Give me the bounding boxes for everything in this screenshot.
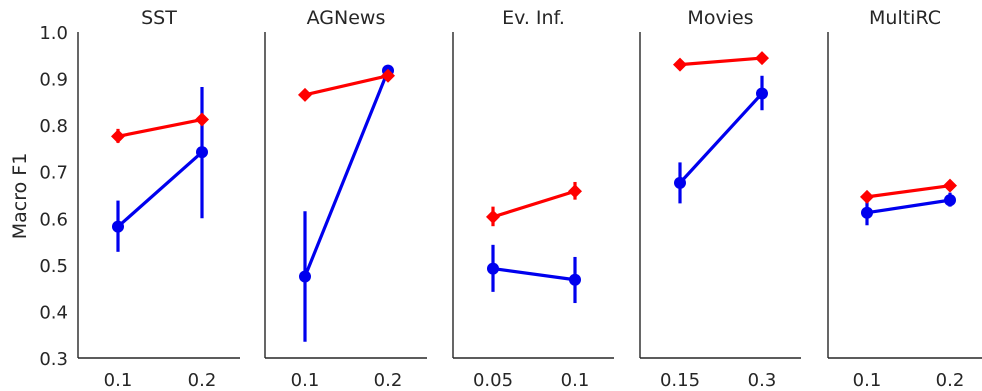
data-point: [196, 146, 208, 159]
y-tick-label: 0.4: [39, 302, 68, 323]
series: [112, 86, 208, 252]
x-tick-label: 0.3: [748, 370, 777, 391]
data-point: [111, 129, 125, 144]
data-point: [860, 189, 874, 204]
y-tick-label: 0.8: [39, 116, 68, 137]
x-tick-label: 0.1: [291, 370, 320, 391]
series-line: [304, 74, 389, 97]
data-point: [298, 87, 312, 102]
panel-title: AGNews: [307, 7, 386, 29]
series-line: [303, 70, 390, 278]
chart-panel: Ev. Inf. 0.05 0.1: [452, 7, 614, 391]
data-point: [569, 273, 581, 286]
series-line: [678, 92, 764, 184]
data-point: [487, 262, 499, 275]
series-line: [679, 56, 763, 67]
series: [111, 112, 209, 144]
series: [674, 75, 768, 204]
data-point: [112, 220, 124, 233]
series-line: [866, 198, 951, 215]
series: [673, 51, 769, 72]
chart-panel: MultiRC 0.1 0.2: [827, 7, 982, 391]
x-tick-label: 0.15: [660, 370, 700, 391]
series: [298, 68, 395, 102]
series: [861, 192, 956, 226]
series: [299, 64, 394, 342]
data-point: [486, 209, 500, 224]
data-point: [861, 206, 873, 219]
data-point: [944, 194, 956, 207]
chart-panel: Movies 0.15 0.3: [639, 7, 801, 391]
series: [486, 181, 582, 227]
data-point: [674, 176, 686, 189]
data-point: [943, 178, 957, 193]
x-tick-label: 0.2: [374, 370, 403, 391]
y-tick-label: 0.6: [39, 209, 68, 230]
series-line: [492, 189, 576, 219]
data-point: [195, 112, 209, 127]
chart-panel: AGNews 0.1 0.2: [264, 7, 427, 391]
x-tick-label: 0.1: [853, 370, 882, 391]
data-point: [299, 270, 311, 283]
x-tick-label: 0.2: [188, 370, 217, 391]
panel-title: Ev. Inf.: [502, 7, 565, 29]
panel-title: SST: [141, 7, 177, 29]
series-line: [866, 184, 951, 199]
data-point: [673, 57, 687, 72]
x-tick-label: 0.1: [104, 370, 133, 391]
panel-title: MultiRC: [869, 7, 941, 29]
series: [860, 178, 957, 204]
y-tick-label: 0.9: [39, 70, 68, 91]
data-point: [568, 184, 582, 199]
chart-panel: SST 0.3 0.4 0.5 0.6 0.7 0.8 0.9 1.0 0.1 0.2: [39, 7, 240, 391]
series-line: [117, 117, 203, 138]
series: [487, 244, 581, 304]
data-point: [756, 87, 768, 100]
series-line: [116, 150, 204, 228]
y-tick-label: 0.5: [39, 256, 68, 277]
y-tick-label: 1.0: [39, 23, 68, 44]
panel-title: Movies: [687, 7, 753, 29]
x-tick-label: 0.2: [936, 370, 965, 391]
data-point: [755, 51, 769, 66]
y-axis-label: Macro F1: [9, 153, 31, 240]
panels: SST 0.3 0.4 0.5 0.6 0.7 0.8 0.9 1.0 0.1 0.2 AGNews 0…: [39, 7, 982, 391]
series-line: [492, 266, 576, 282]
x-tick-label: 0.1: [561, 370, 590, 391]
y-tick-label: 0.3: [39, 349, 68, 370]
y-tick-label: 0.7: [39, 163, 68, 184]
data-point: [381, 68, 395, 83]
x-tick-label: 0.05: [473, 370, 513, 391]
